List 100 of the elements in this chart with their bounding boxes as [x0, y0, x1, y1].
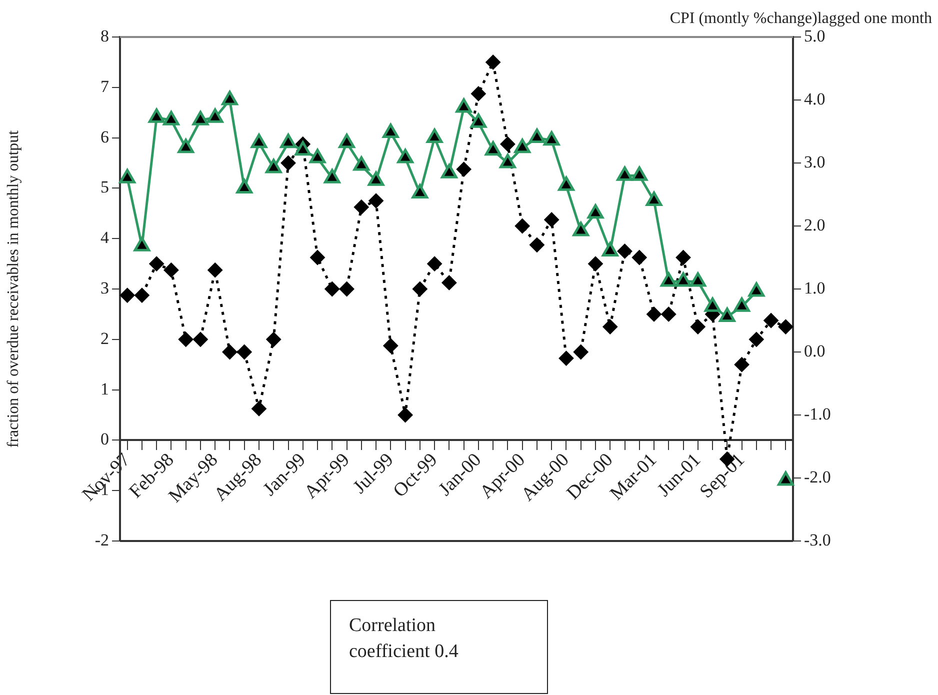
- point: [764, 313, 779, 328]
- y-tick-label: -2: [94, 530, 109, 550]
- point: [675, 272, 692, 287]
- point: [309, 148, 326, 164]
- point: [149, 256, 164, 272]
- point: [119, 168, 136, 184]
- y-tick-label: 8: [100, 26, 109, 46]
- point: [558, 350, 574, 366]
- point: [398, 408, 413, 422]
- text: Correlation coefficient 0.4: [330, 600, 548, 694]
- point: [383, 338, 398, 354]
- y-tick-label: 6: [100, 127, 109, 146]
- point: [192, 332, 208, 347]
- point: [500, 136, 516, 152]
- y2-tick-label: -3.0: [804, 530, 831, 550]
- y2-tick-label: 3.0: [804, 152, 826, 172]
- point: [778, 319, 794, 334]
- y-tick-label: 1: [100, 379, 109, 398]
- point: [587, 204, 604, 219]
- point: [382, 124, 399, 138]
- point: [134, 288, 150, 303]
- point: [456, 98, 472, 113]
- point: [528, 128, 546, 144]
- point: [690, 319, 706, 334]
- point: [236, 344, 252, 360]
- point: [734, 297, 750, 312]
- y2-tick-label: -1.0: [804, 404, 831, 424]
- point: [222, 90, 238, 106]
- point: [704, 297, 721, 312]
- point: [354, 200, 369, 215]
- point: [397, 148, 414, 164]
- y-tick-label: 2: [100, 328, 109, 348]
- point: [368, 193, 384, 208]
- point: [470, 86, 486, 102]
- y-tick-label: 3: [100, 278, 109, 298]
- point: [163, 110, 180, 126]
- y2-tick-label: 1.0: [804, 278, 826, 298]
- point: [558, 176, 574, 191]
- point: [718, 307, 736, 322]
- y2-axis-title: CPI (montly %change)lagged one month: [670, 10, 932, 28]
- point: [178, 332, 194, 347]
- point: [631, 166, 648, 181]
- point: [632, 250, 647, 265]
- point: [265, 158, 282, 174]
- point: [412, 282, 428, 296]
- point: [192, 110, 209, 126]
- point: [427, 256, 442, 272]
- point: [236, 178, 253, 194]
- y2-tick-label: 0.0: [804, 341, 826, 360]
- point: [456, 162, 472, 177]
- point: [280, 156, 296, 170]
- point: [646, 306, 662, 322]
- point: [134, 236, 150, 252]
- y-tick-label: 0: [100, 430, 109, 449]
- point: [412, 184, 428, 198]
- point: [178, 138, 194, 154]
- point: [148, 108, 165, 123]
- point: [470, 113, 487, 128]
- point: [514, 218, 530, 234]
- point: [426, 128, 443, 144]
- point: [484, 141, 502, 156]
- point: [266, 332, 282, 347]
- point: [778, 471, 794, 486]
- point: [164, 262, 179, 278]
- point: [500, 154, 516, 168]
- y-tick-label: 7: [100, 76, 110, 96]
- point: [676, 250, 691, 265]
- y-axis-title: fraction of overdue receivables in monthly output: [4, 130, 22, 448]
- point: [222, 344, 238, 360]
- point: [734, 357, 750, 372]
- point: [748, 282, 765, 297]
- point: [120, 288, 135, 303]
- point: [602, 242, 618, 256]
- point: [661, 306, 676, 322]
- point: [748, 332, 764, 347]
- point: [544, 212, 560, 228]
- point: [442, 275, 457, 290]
- point: [572, 222, 590, 236]
- point: [573, 344, 588, 360]
- y2-tick-label: 4.0: [804, 89, 826, 108]
- point: [339, 282, 354, 296]
- y2-tick-label: 2.0: [804, 215, 826, 234]
- point: [486, 54, 501, 70]
- point: [660, 272, 677, 287]
- point: [353, 156, 370, 171]
- point: [616, 166, 633, 181]
- point: [208, 262, 223, 278]
- y2-tick-label: 5.0: [804, 26, 826, 46]
- point: [250, 134, 268, 148]
- point: [514, 138, 531, 154]
- point: [368, 171, 384, 186]
- point: [543, 131, 560, 146]
- point: [324, 282, 340, 296]
- point: [251, 401, 266, 416]
- point: [690, 272, 706, 287]
- y2-tick-label: -2.0: [804, 467, 831, 486]
- point: [529, 237, 544, 252]
- point: [441, 164, 458, 178]
- point: [617, 244, 632, 259]
- point: [294, 141, 312, 156]
